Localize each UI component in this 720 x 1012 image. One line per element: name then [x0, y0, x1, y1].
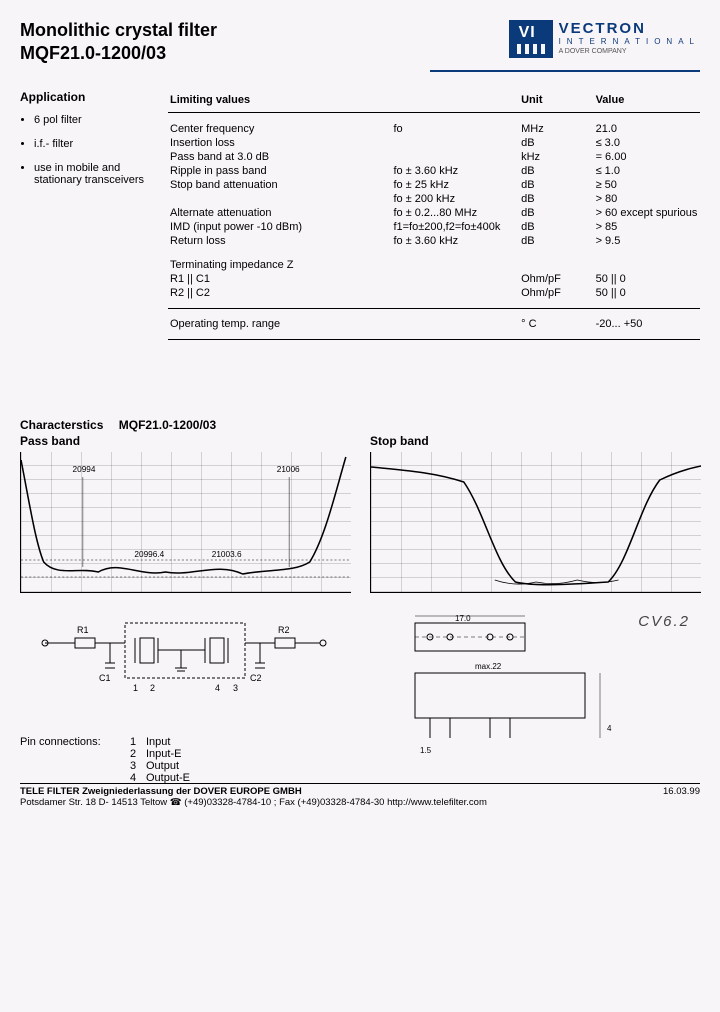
vectron-logo: VI VECTRON INTERNATIONAL A DOVER COMPANY: [509, 20, 700, 58]
stopband-chart: [370, 452, 701, 593]
table-row: Return lossfo ± 3.60 kHzdB> 9.5: [168, 234, 700, 248]
table-row: Insertion lossdB≤ 3.0: [168, 136, 700, 150]
title-line1: Monolithic crystal filter: [20, 20, 217, 41]
app-item: i.f.- filter: [34, 138, 150, 150]
app-item: 6 pol filter: [34, 114, 150, 126]
title-block: Monolithic crystal filter MQF21.0-1200/0…: [20, 20, 217, 66]
application-list: 6 pol filter i.f.- filter use in mobile …: [20, 114, 150, 186]
table-row: R2 || C2Ohm/pF50 || 0: [168, 286, 700, 300]
passband-chart: 20994 20996.4 21003.6 21006: [20, 452, 351, 593]
package-label: CV6.2: [638, 613, 690, 630]
brand-name: VECTRON: [559, 20, 700, 37]
svg-text:20994: 20994: [73, 465, 96, 474]
table-row: Ripple in pass bandfo ± 3.60 kHzdB≤ 1.0: [168, 164, 700, 178]
svg-text:2: 2: [150, 683, 155, 693]
logo-letters: VI: [519, 24, 536, 42]
table-row: fo ± 200 kHzdB> 80: [168, 192, 700, 206]
th-value: Value: [594, 90, 700, 113]
title-line2: MQF21.0-1200/03: [20, 43, 217, 64]
svg-text:1: 1: [133, 683, 138, 693]
th-blank: [391, 90, 519, 113]
table-row: Operating temp. range ° C -20... +50: [168, 317, 700, 331]
brand-sub: A DOVER COMPANY: [559, 48, 700, 55]
footer: TELE FILTER Zweigniederlassung der DOVER…: [20, 786, 700, 808]
package-drawing: CV6.2 17.0 max.22 1.5 4: [370, 613, 700, 763]
svg-text:20996.4: 20996.4: [134, 550, 164, 559]
svg-text:R2: R2: [278, 625, 290, 635]
logo-icon: VI: [509, 20, 553, 58]
svg-text:1.5: 1.5: [420, 746, 432, 755]
limiting-values-table: Limiting values Unit Value Center freque…: [168, 90, 700, 248]
terminating-impedance-table: Terminating impedance Z R1 || C1Ohm/pF50…: [168, 258, 700, 300]
term-header: Terminating impedance Z: [168, 258, 700, 272]
svg-text:3: 3: [233, 683, 238, 693]
footer-date: 16.03.99: [630, 786, 700, 808]
svg-text:C1: C1: [99, 673, 111, 683]
brand-underline: [430, 70, 700, 72]
table-row: Pass band at 3.0 dBkHz= 6.00: [168, 150, 700, 164]
application-heading: Application: [20, 90, 150, 104]
svg-text:max.22: max.22: [475, 662, 502, 671]
table-row: IMD (input power -10 dBm)f1=fo±200,f2=fo…: [168, 220, 700, 234]
table-row: Center frequencyfoMHz21.0: [168, 113, 700, 137]
svg-text:21006: 21006: [277, 465, 300, 474]
footer-address: Potsdamer Str. 18 D- 14513 Teltow ☎ (+49…: [20, 797, 630, 808]
pin-connections: Pin connections:1Input 2Input-E 3Output …: [20, 736, 350, 784]
svg-text:17.0: 17.0: [455, 614, 471, 623]
app-item: use in mobile and stationary transceiver…: [34, 162, 150, 186]
stopband-title: Stop band: [370, 434, 700, 448]
th-unit: Unit: [519, 90, 593, 113]
svg-text:4: 4: [607, 724, 612, 733]
passband-title: Pass band: [20, 434, 350, 448]
svg-text:4: 4: [215, 683, 220, 693]
operating-temp-table: Operating temp. range ° C -20... +50: [168, 317, 700, 331]
svg-text:21003.6: 21003.6: [212, 550, 242, 559]
table-row: Stop band attenuationfo ± 25 kHzdB≥ 50: [168, 178, 700, 192]
characteristics-header: Characterstics MQF21.0-1200/03: [20, 418, 700, 432]
svg-text:R1: R1: [77, 625, 89, 635]
svg-text:C2: C2: [250, 673, 262, 683]
schematic-diagram: R1 C1 C2: [20, 613, 350, 763]
th-limiting: Limiting values: [168, 90, 391, 113]
table-row: R1 || C1Ohm/pF50 || 0: [168, 272, 700, 286]
char-part: MQF21.0-1200/03: [119, 418, 216, 432]
brand-intl: INTERNATIONAL: [559, 37, 700, 46]
footer-company: TELE FILTER Zweigniederlassung der DOVER…: [20, 786, 302, 797]
char-label: Characterstics: [20, 418, 103, 432]
table-row: Alternate attenuationfo ± 0.2...80 MHzdB…: [168, 206, 700, 220]
